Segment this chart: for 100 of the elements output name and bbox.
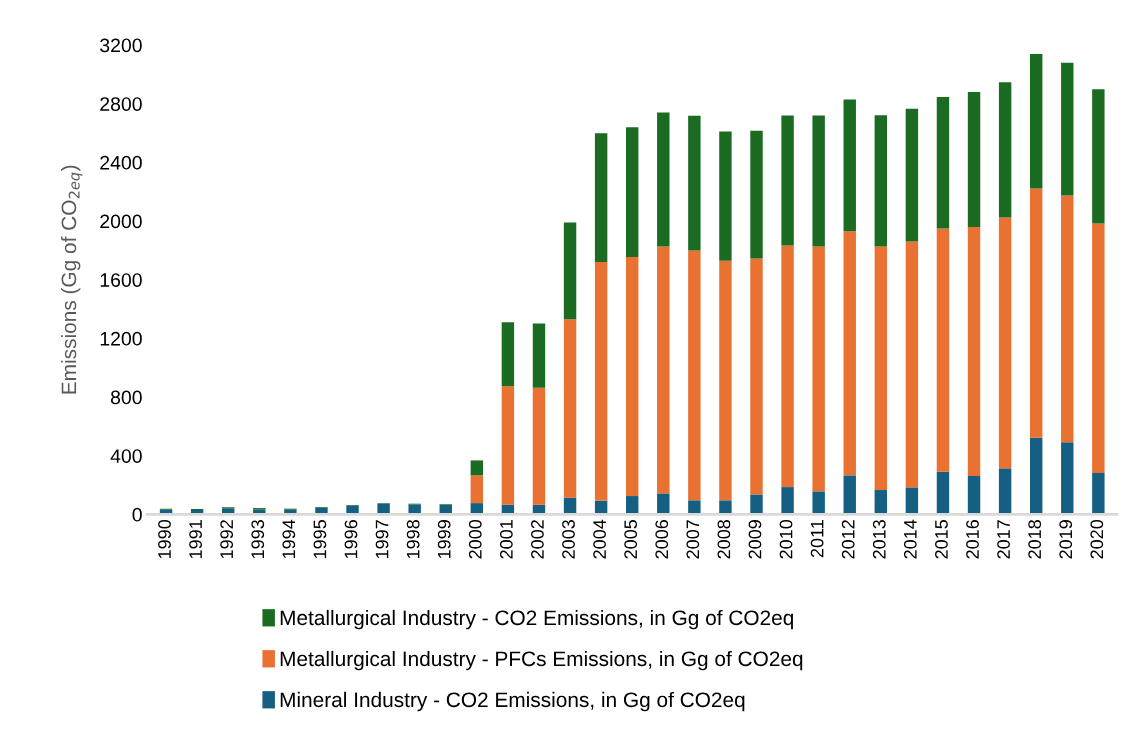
bar [501,322,515,387]
x-tick-label: 2000 [468,519,482,559]
bar [905,487,919,515]
bar [470,475,484,504]
bar [625,127,639,257]
x-tick-label: 1993 [251,520,265,559]
x-tick-label: 1997 [375,520,389,559]
bar [688,115,701,251]
bar [688,500,701,515]
bar [532,323,546,388]
bar [1029,54,1043,189]
y-axis-title: Emissions (Gg of CO$_{2eq}$) [60,165,83,394]
x-tick-label: 1992 [220,520,234,559]
x-tick-label: 2013 [872,520,886,559]
x-tick-label: 2007 [686,520,700,559]
bar [843,99,856,232]
bar [967,226,981,476]
bar [843,475,856,515]
bar [563,222,577,320]
x-tick-label: 2004 [593,519,606,559]
x-tick-label: 2003 [562,520,575,559]
y-tick-label: 2000 [100,214,142,229]
bar [998,82,1012,218]
bar [1092,223,1105,474]
y-tick-label: 2800 [100,97,142,111]
bar [750,494,763,515]
x-tick-label: 1991 [189,520,202,559]
bar [967,92,981,227]
x-tick-label: 2019 [1059,520,1073,559]
bar [750,130,763,259]
bar [998,468,1012,515]
bar [874,490,888,515]
bar [625,256,639,497]
y-tick-label: 1200 [100,331,142,346]
bar [594,261,608,501]
bar [936,228,950,472]
x-tick-label: 1994 [282,519,296,559]
bar [967,475,981,515]
bar [812,115,825,247]
x-tick-label: 2009 [748,520,762,559]
bar [657,246,670,494]
bar [1029,188,1043,438]
x-tick-label: 2018 [1028,520,1042,559]
x-tick-label: 1998 [406,520,420,559]
legend-label: Mineral Industry - CO2 Emissions, in Gg of CO2eq [280,691,745,712]
bar [905,241,919,488]
bar [1092,473,1105,515]
bar [688,250,701,501]
bar [719,260,732,501]
y-tick-label: 3200 [100,38,142,53]
x-tick-label: 2001 [499,520,513,559]
bar [812,491,825,515]
bar [998,217,1012,469]
x-tick-label: 2020 [1090,519,1104,559]
bar [594,133,608,262]
x-tick-label: 2008 [717,520,731,559]
x-tick-label: 2011 [810,520,824,558]
x-tick-label: 2005 [624,520,638,559]
x-tick-label: 2006 [655,520,669,559]
bar [377,503,390,515]
bar [719,500,732,515]
bar [812,246,825,492]
x-tick-label: 2002 [531,520,544,559]
x-tick-label: 1996 [344,520,358,559]
bar [874,246,888,491]
bar [501,386,515,505]
bar [874,115,888,247]
bar [1029,437,1043,515]
bar [657,493,670,515]
bar [1092,89,1105,224]
bar [563,319,577,498]
bar [936,97,950,229]
bar [843,231,856,476]
bar [470,460,484,476]
x-tick-label: 1990 [158,519,171,559]
bar [1061,195,1074,443]
y-tick-label: 1600 [100,273,142,287]
x-tick-label: 2012 [841,520,855,559]
legend-label: Metallurgical Industry - PFCs Emissions, in Gg of CO2eq [280,650,803,671]
bar [657,112,670,247]
y-tick-label: 800 [110,390,142,405]
x-tick-label: 2016 [966,520,979,559]
x-tick-label: 1999 [437,520,451,559]
bar [1061,442,1074,515]
legend-label: Metallurgical Industry - CO2 Emissions, in Gg of CO2eq [280,609,793,630]
y-tick-label: 400 [110,449,142,463]
bar [408,504,421,515]
bar [750,258,763,495]
x-tick-label: 2015 [935,520,948,559]
bar [781,115,794,246]
x-tick-label: 2017 [997,520,1010,559]
y-tick-label: 0 [132,507,142,522]
bar [936,471,950,515]
bar [719,131,732,261]
bar [532,387,546,505]
bar [781,245,794,488]
bar [1061,62,1074,196]
bar [781,487,794,515]
x-tick-label: 1995 [313,520,327,559]
x-tick-label: 2010 [779,519,793,559]
